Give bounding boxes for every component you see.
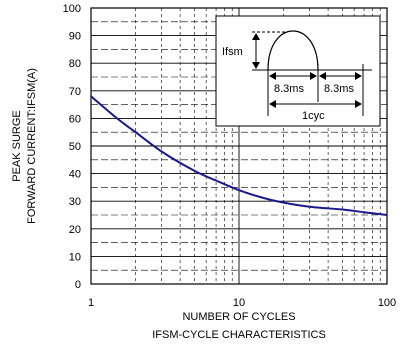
inset-box — [215, 15, 381, 127]
chart-title: IFSM-CYCLE CHARACTERISTICS — [152, 329, 326, 341]
x-tick-label: 1 — [88, 297, 94, 309]
inset-ifsm-label: Ifsm — [222, 46, 243, 58]
inset-half-sine — [267, 30, 319, 71]
y-axis-label-line2: FORWARD CURRENT:IFSM(A) — [26, 68, 38, 224]
data-point — [193, 170, 195, 172]
y-tick-label: 10 — [69, 251, 81, 263]
data-point — [309, 206, 311, 208]
y-tick-label: 60 — [69, 113, 81, 125]
inset-p1-right-head — [310, 72, 317, 80]
inset-diagram: Ifsm 8.3ms 8.3ms 1cyc — [215, 15, 381, 127]
data-point — [135, 131, 137, 133]
x-axis-label: NUMBER OF CYCLES — [182, 311, 295, 323]
inset-ifsm-arrowhead-bottom — [252, 62, 260, 69]
x-tick-labels: 1 10 100 — [88, 297, 396, 309]
data-point — [238, 189, 240, 191]
x-tick-label: 100 — [378, 297, 396, 309]
y-tick-label: 80 — [69, 58, 81, 70]
inset-ifsm-arrowhead-top — [252, 33, 260, 40]
data-point — [341, 209, 343, 211]
inset-cyc-left-head — [269, 100, 276, 108]
data-point — [363, 211, 365, 213]
data-point — [90, 95, 92, 97]
y-tick-labels: 0 10 20 30 40 50 60 70 80 90 100 — [63, 3, 81, 291]
data-point — [161, 151, 163, 153]
x-tick-label: 10 — [233, 297, 245, 309]
y-tick-label: 50 — [69, 141, 81, 153]
inset-period-label-1: 8.3ms — [274, 83, 304, 95]
series-line — [90, 95, 388, 216]
y-tick-label: 30 — [69, 196, 81, 208]
data-point — [116, 117, 118, 119]
data-point — [386, 214, 388, 216]
inset-cyc-right-head — [355, 100, 362, 108]
inset-period-label-2: 8.3ms — [324, 83, 354, 95]
y-tick-label: 100 — [63, 3, 81, 15]
y-tick-label: 90 — [69, 31, 81, 43]
y-axis-label-line1: PEAK SURGE — [11, 110, 23, 182]
y-tick-label: 70 — [69, 86, 81, 98]
data-point — [215, 180, 217, 182]
plot-frame — [90, 7, 388, 285]
y-tick-label: 0 — [75, 279, 81, 291]
y-tick-label: 40 — [69, 169, 81, 181]
data-point — [283, 202, 285, 204]
inset-p2-right-head — [355, 72, 362, 80]
data-point — [264, 197, 266, 199]
inset-cycle-label: 1cyc — [302, 110, 325, 122]
inset-p1-left-head — [269, 72, 276, 80]
y-tick-label: 20 — [69, 224, 81, 236]
inset-p2-left-head — [319, 72, 326, 80]
